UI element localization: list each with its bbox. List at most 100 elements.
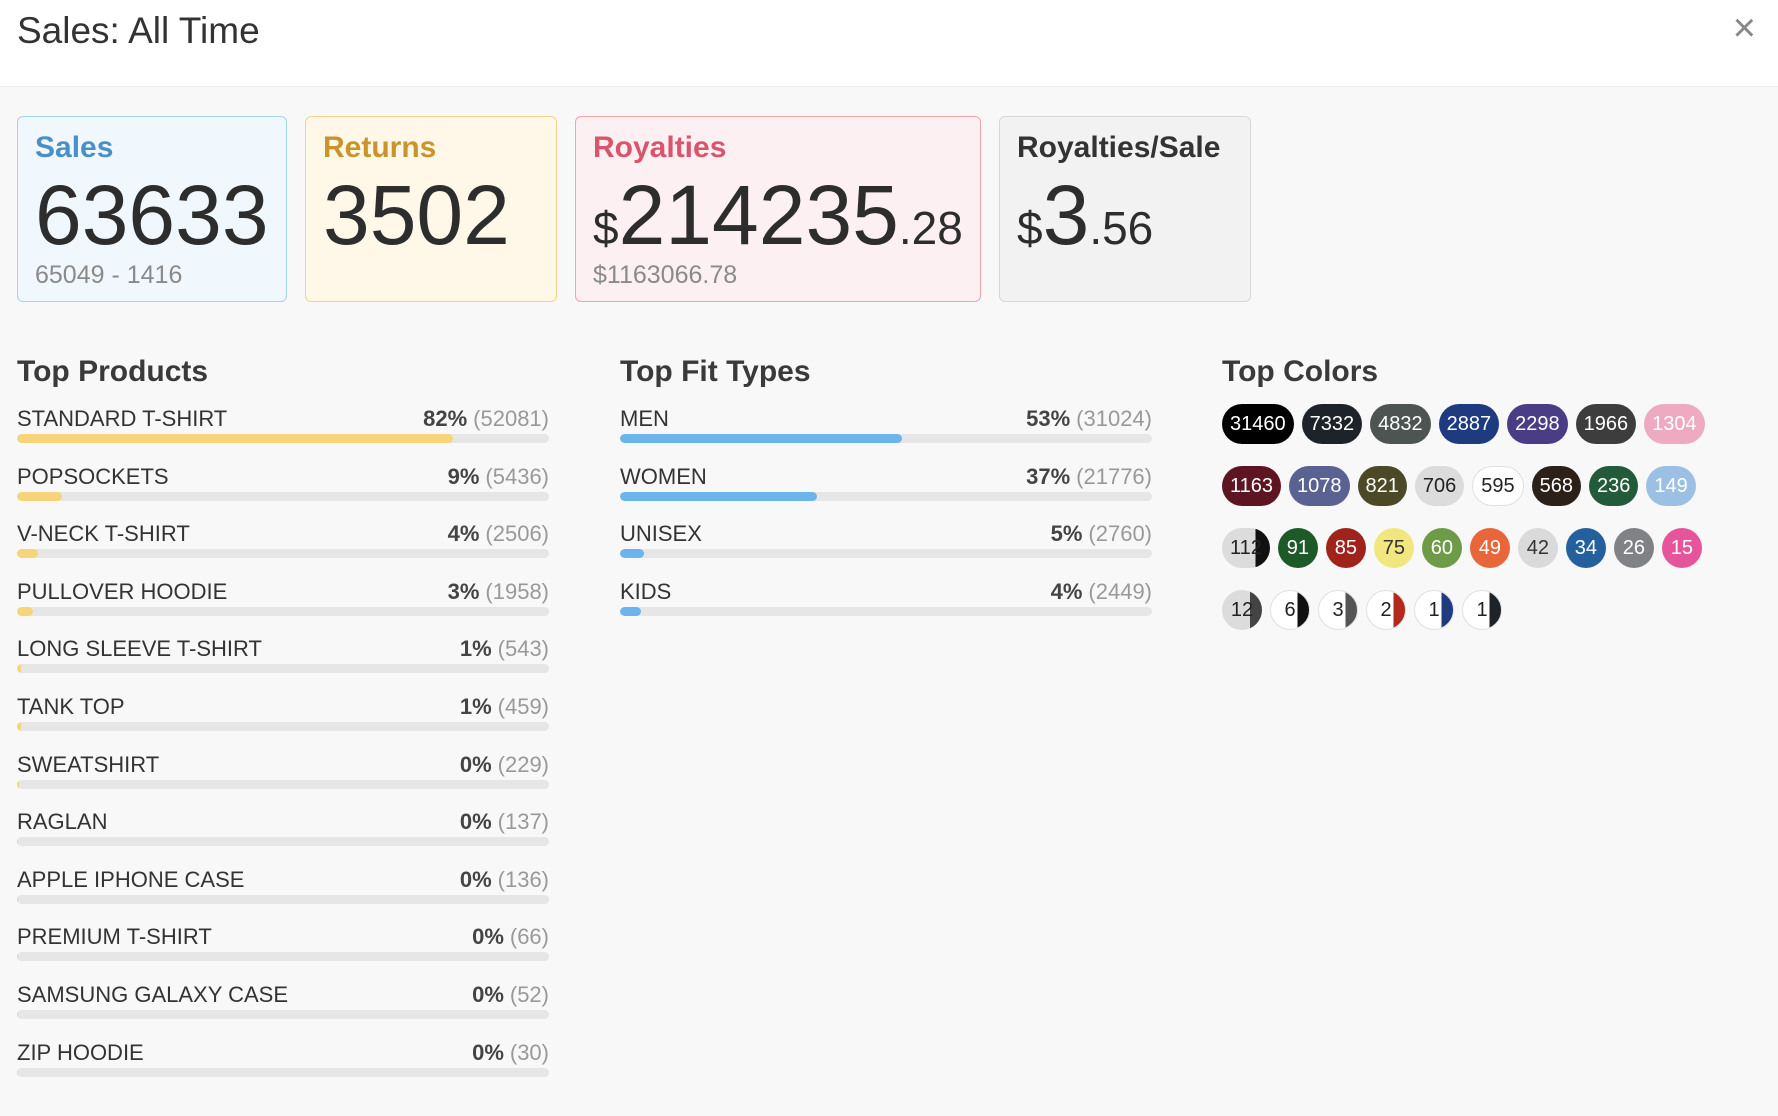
item-count: (30) xyxy=(509,1039,549,1065)
item-stats: 1% (459) xyxy=(460,694,549,720)
royalties-per-sale-label: Royalties/Sale xyxy=(1017,131,1221,164)
progress-bar-fill xyxy=(17,1009,19,1019)
color-swatch[interactable]: 236 xyxy=(1589,466,1639,506)
list-item[interactable]: MEN 53% (31024) xyxy=(620,400,1152,458)
item-name: PREMIUM T-SHIRT xyxy=(17,924,212,950)
item-percent: 53% xyxy=(1026,406,1071,431)
top-fit-types-title: Top Fit Types xyxy=(620,355,811,388)
item-stats: 1% (543) xyxy=(460,636,549,662)
progress-bar-track xyxy=(17,1009,549,1019)
progress-bar-track xyxy=(17,779,549,789)
top-products-title: Top Products xyxy=(17,355,209,388)
list-item[interactable]: SWEATSHIRT 0% (229) xyxy=(17,746,549,804)
returns-label: Returns xyxy=(323,131,437,164)
list-item[interactable]: STANDARD T-SHIRT 82% (52081) xyxy=(17,400,549,458)
page-title: Sales: All Time xyxy=(17,10,260,51)
color-swatch[interactable]: 31460 xyxy=(1222,404,1294,444)
color-swatch[interactable]: 6 xyxy=(1270,590,1310,630)
item-count: (136) xyxy=(497,866,549,892)
list-item[interactable]: PREMIUM T-SHIRT 0% (66) xyxy=(17,918,549,976)
item-count: (2449) xyxy=(1088,578,1152,604)
color-swatch[interactable]: 1163 xyxy=(1222,466,1282,506)
list-item[interactable]: RAGLAN 0% (137) xyxy=(17,803,549,861)
item-stats: 37% (21776) xyxy=(1026,464,1152,490)
sales-card: Sales 63633 65049 - 1416 xyxy=(17,116,287,302)
color-swatch[interactable]: 34 xyxy=(1565,528,1606,568)
list-item[interactable]: WOMEN 37% (21776) xyxy=(620,458,1152,516)
list-item[interactable]: APPLE IPHONE CASE 0% (136) xyxy=(17,861,549,919)
list-item[interactable]: ZIP HOODIE 0% (30) xyxy=(17,1034,549,1092)
rps-decimal: .56 xyxy=(1089,202,1154,254)
close-icon[interactable]: × xyxy=(1732,6,1756,50)
item-stats: 9% (5436) xyxy=(448,464,549,490)
color-swatch[interactable]: 1304 xyxy=(1644,404,1705,444)
color-swatch[interactable]: 112 xyxy=(1222,528,1270,568)
color-swatch[interactable]: 15 xyxy=(1661,528,1702,568)
progress-bar-track xyxy=(17,894,549,904)
item-stats: 5% (2760) xyxy=(1051,521,1152,547)
item-count: (52081) xyxy=(473,406,549,431)
color-swatch[interactable]: 26 xyxy=(1613,528,1654,568)
color-swatch[interactable]: 85 xyxy=(1325,528,1366,568)
progress-bar-fill xyxy=(17,1067,19,1077)
color-swatch[interactable]: 821 xyxy=(1357,466,1407,506)
item-percent: 4% xyxy=(447,521,480,547)
list-item[interactable]: TANK TOP 1% (459) xyxy=(17,688,549,746)
color-swatch[interactable]: 60 xyxy=(1421,528,1462,568)
color-swatch[interactable]: 91 xyxy=(1277,528,1318,568)
item-count: (459) xyxy=(497,693,549,719)
list-item[interactable]: V-NECK T-SHIRT 4% (2506) xyxy=(17,515,549,573)
item-name: LONG SLEEVE T-SHIRT xyxy=(17,636,262,662)
item-stats: 3% (1958) xyxy=(448,579,549,605)
color-swatch[interactable]: 1078 xyxy=(1289,466,1350,506)
list-item[interactable]: KIDS 4% (2449) xyxy=(620,573,1152,631)
list-item[interactable]: LONG SLEEVE T-SHIRT 1% (543) xyxy=(17,630,549,688)
royalties-integer: 214235 xyxy=(618,168,899,262)
progress-bar-track xyxy=(17,721,549,731)
color-swatch[interactable]: 2 xyxy=(1366,590,1406,630)
item-stats: 0% (66) xyxy=(472,924,549,950)
list-item[interactable]: UNISEX 5% (2760) xyxy=(620,515,1152,573)
item-count: (21776) xyxy=(1076,463,1152,489)
item-stats: 53% (31024) xyxy=(1026,406,1152,432)
item-name: POPSOCKETS xyxy=(17,463,169,489)
progress-bar-track xyxy=(620,434,1152,443)
top-colors-section: Top Colors 31460 7332 4832 2887 2298 1966 1304… xyxy=(1222,355,1742,642)
item-name: MEN xyxy=(620,406,669,431)
color-swatch[interactable]: 2298 xyxy=(1507,404,1568,444)
royalties-decimal: .28 xyxy=(898,202,963,254)
color-swatch[interactable]: 595 xyxy=(1472,466,1524,506)
top-colors-title: Top Colors xyxy=(1222,355,1379,388)
color-swatch[interactable]: 2887 xyxy=(1438,404,1500,444)
color-swatch[interactable]: 49 xyxy=(1469,528,1510,568)
progress-bar-fill xyxy=(17,952,19,962)
color-swatch[interactable]: 12 xyxy=(1222,590,1262,630)
list-item[interactable]: PULLOVER HOODIE 3% (1958) xyxy=(17,573,549,631)
item-percent: 0% xyxy=(472,924,504,950)
color-swatch[interactable]: 706 xyxy=(1414,466,1465,506)
color-swatch[interactable]: 4832 xyxy=(1370,404,1431,444)
item-percent: 0% xyxy=(472,981,504,1007)
color-swatch[interactable]: 149 xyxy=(1646,466,1696,506)
progress-bar-track xyxy=(620,606,1152,616)
progress-bar-fill xyxy=(620,606,642,616)
color-swatch[interactable]: 1966 xyxy=(1575,404,1637,444)
color-swatch[interactable]: 1 xyxy=(1462,590,1502,630)
royalties-gross: $1163066.78 xyxy=(593,261,738,289)
item-name: APPLE IPHONE CASE xyxy=(17,866,245,892)
progress-bar-track xyxy=(17,664,549,674)
color-swatch[interactable]: 7332 xyxy=(1301,404,1363,444)
item-percent: 82% xyxy=(423,406,468,431)
royalties-per-sale-card: Royalties/Sale $3.56 xyxy=(999,116,1251,302)
top-fit-types-list: MEN 53% (31024) WOMEN 37% (21776) UNISEX 5% (276… xyxy=(620,400,1152,630)
list-item[interactable]: SAMSUNG GALAXY CASE 0% (52) xyxy=(17,976,549,1034)
item-count: (5436) xyxy=(485,463,549,489)
list-item[interactable]: POPSOCKETS 9% (5436) xyxy=(17,458,549,516)
color-swatch[interactable]: 568 xyxy=(1531,466,1582,506)
rps-currency: $ xyxy=(1017,202,1043,254)
color-swatch[interactable]: 3 xyxy=(1318,590,1358,630)
item-count: (52) xyxy=(509,981,549,1007)
color-swatch[interactable]: 42 xyxy=(1517,528,1558,568)
color-swatch[interactable]: 75 xyxy=(1373,528,1414,568)
color-swatch[interactable]: 1 xyxy=(1414,590,1454,630)
